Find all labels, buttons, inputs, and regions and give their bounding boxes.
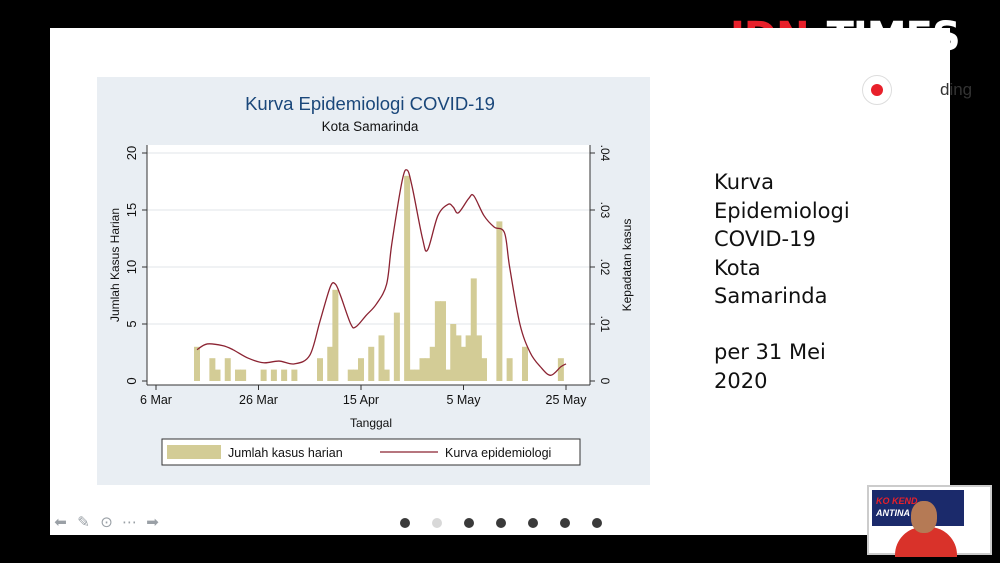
recording-label: ding [940,80,973,99]
bar [445,369,452,381]
y2-tick-label: 0 [598,378,612,385]
pagination-dot[interactable] [592,518,602,528]
bar [260,369,267,381]
bar [224,358,231,381]
epidemiology-chart: Kurva Epidemiologi COVID-19 Kota Samarin… [108,93,634,466]
pagination-dot[interactable] [560,518,570,528]
legend-bar-swatch [167,445,221,459]
presenter-head [911,501,937,533]
bar [393,312,400,381]
x-tick-label: 26 Mar [239,393,278,407]
y-tick-label: 10 [124,260,139,274]
bar [506,358,513,381]
webcam-overlay: KO KEND ANTINA COV [867,485,992,557]
slide-pagination [400,518,602,528]
bar [214,369,221,381]
bar [383,369,390,381]
chart-title: Kurva Epidemiologi COVID-19 [245,93,495,114]
bar [429,346,436,381]
bar [470,278,477,381]
zoom-icon[interactable]: ⊙ [100,514,113,531]
bar [235,369,241,381]
y-tick-label: 20 [124,146,139,160]
x-tick-label: 25 May [546,393,588,407]
slide-side-title: Kurva Epidemiologi COVID-19 Kota Samarin… [714,170,850,308]
pagination-dot[interactable] [496,518,506,528]
pagination-dot[interactable] [432,518,442,528]
bar [317,358,323,381]
record-icon[interactable] [862,75,892,105]
bar [434,301,441,381]
y2-tick-label: .02 [598,259,612,276]
more-icon[interactable]: ⋯ [122,514,137,531]
webcam-banner-bottom: ANTINA COV [876,508,932,518]
bar [409,369,416,381]
bar [496,221,503,381]
pagination-dot[interactable] [464,518,474,528]
bar [465,335,472,381]
gridlines [147,152,590,325]
bar [281,369,288,381]
y2-tick-label: .01 [598,316,612,333]
bar [404,175,411,381]
bar [475,335,482,381]
y2-axis-label: Kepadatan kasus [620,219,634,312]
bar [194,346,200,381]
x-tick-label: 5 May [446,393,481,407]
x-tick-label: 15 Apr [343,393,379,407]
axes: 0 5 10 15 20 0 .01 .02 .03 .04 6 Mar 26 Mar 15 Apr 5 … [124,145,612,407]
bar [368,346,375,381]
epidemiology-curve [196,169,567,376]
bar [481,358,487,381]
y-tick-label: 0 [124,377,139,384]
y-axis-label: Jumlah Kasus Harian [108,208,122,322]
bar [347,369,354,381]
bar [240,369,247,381]
bar [450,324,457,381]
arrow-left-icon[interactable]: ⬅ [54,514,67,531]
bar [460,346,467,381]
arrow-right-icon[interactable]: ➡ [146,514,159,531]
chart-panel: Kurva Epidemiologi COVID-19 Kota Samarin… [97,77,650,485]
bar [270,369,277,381]
bar [332,289,339,381]
y2-tick-label: .03 [598,202,612,219]
chart-subtitle: Kota Samarinda [322,119,419,134]
y-tick-label: 15 [124,203,139,217]
bar [352,369,359,381]
x-tick-label: 6 Mar [140,393,172,407]
x-axis-label: Tanggal [350,416,392,430]
bar [455,335,462,381]
bar-series [194,175,564,381]
y2-tick-label: .04 [598,145,612,162]
slide-side-date: per 31 Mei 2020 [714,340,826,393]
pagination-dot[interactable] [400,518,410,528]
bar [378,335,385,381]
webcam-banner-top: KO KEND [876,496,918,506]
bar [424,358,431,381]
bar [522,346,528,381]
bar [414,369,421,381]
y-tick-label: 5 [124,320,139,327]
legend: Jumlah kasus harian Kurva epidemiologi [161,438,581,466]
bar [557,358,564,381]
slide-toolbar: ⬅ ✎ ⊙ ⋯ ➡ [52,514,161,531]
legend-line-label: Kurva epidemiologi [445,446,551,460]
bar [358,358,364,381]
pencil-icon[interactable]: ✎ [77,514,90,531]
bar [209,358,216,381]
legend-bar-label: Jumlah kasus harian [228,446,343,460]
pagination-dot[interactable] [528,518,538,528]
bar [419,358,426,381]
bar [440,301,446,381]
bar [327,346,334,381]
bar [291,369,298,381]
